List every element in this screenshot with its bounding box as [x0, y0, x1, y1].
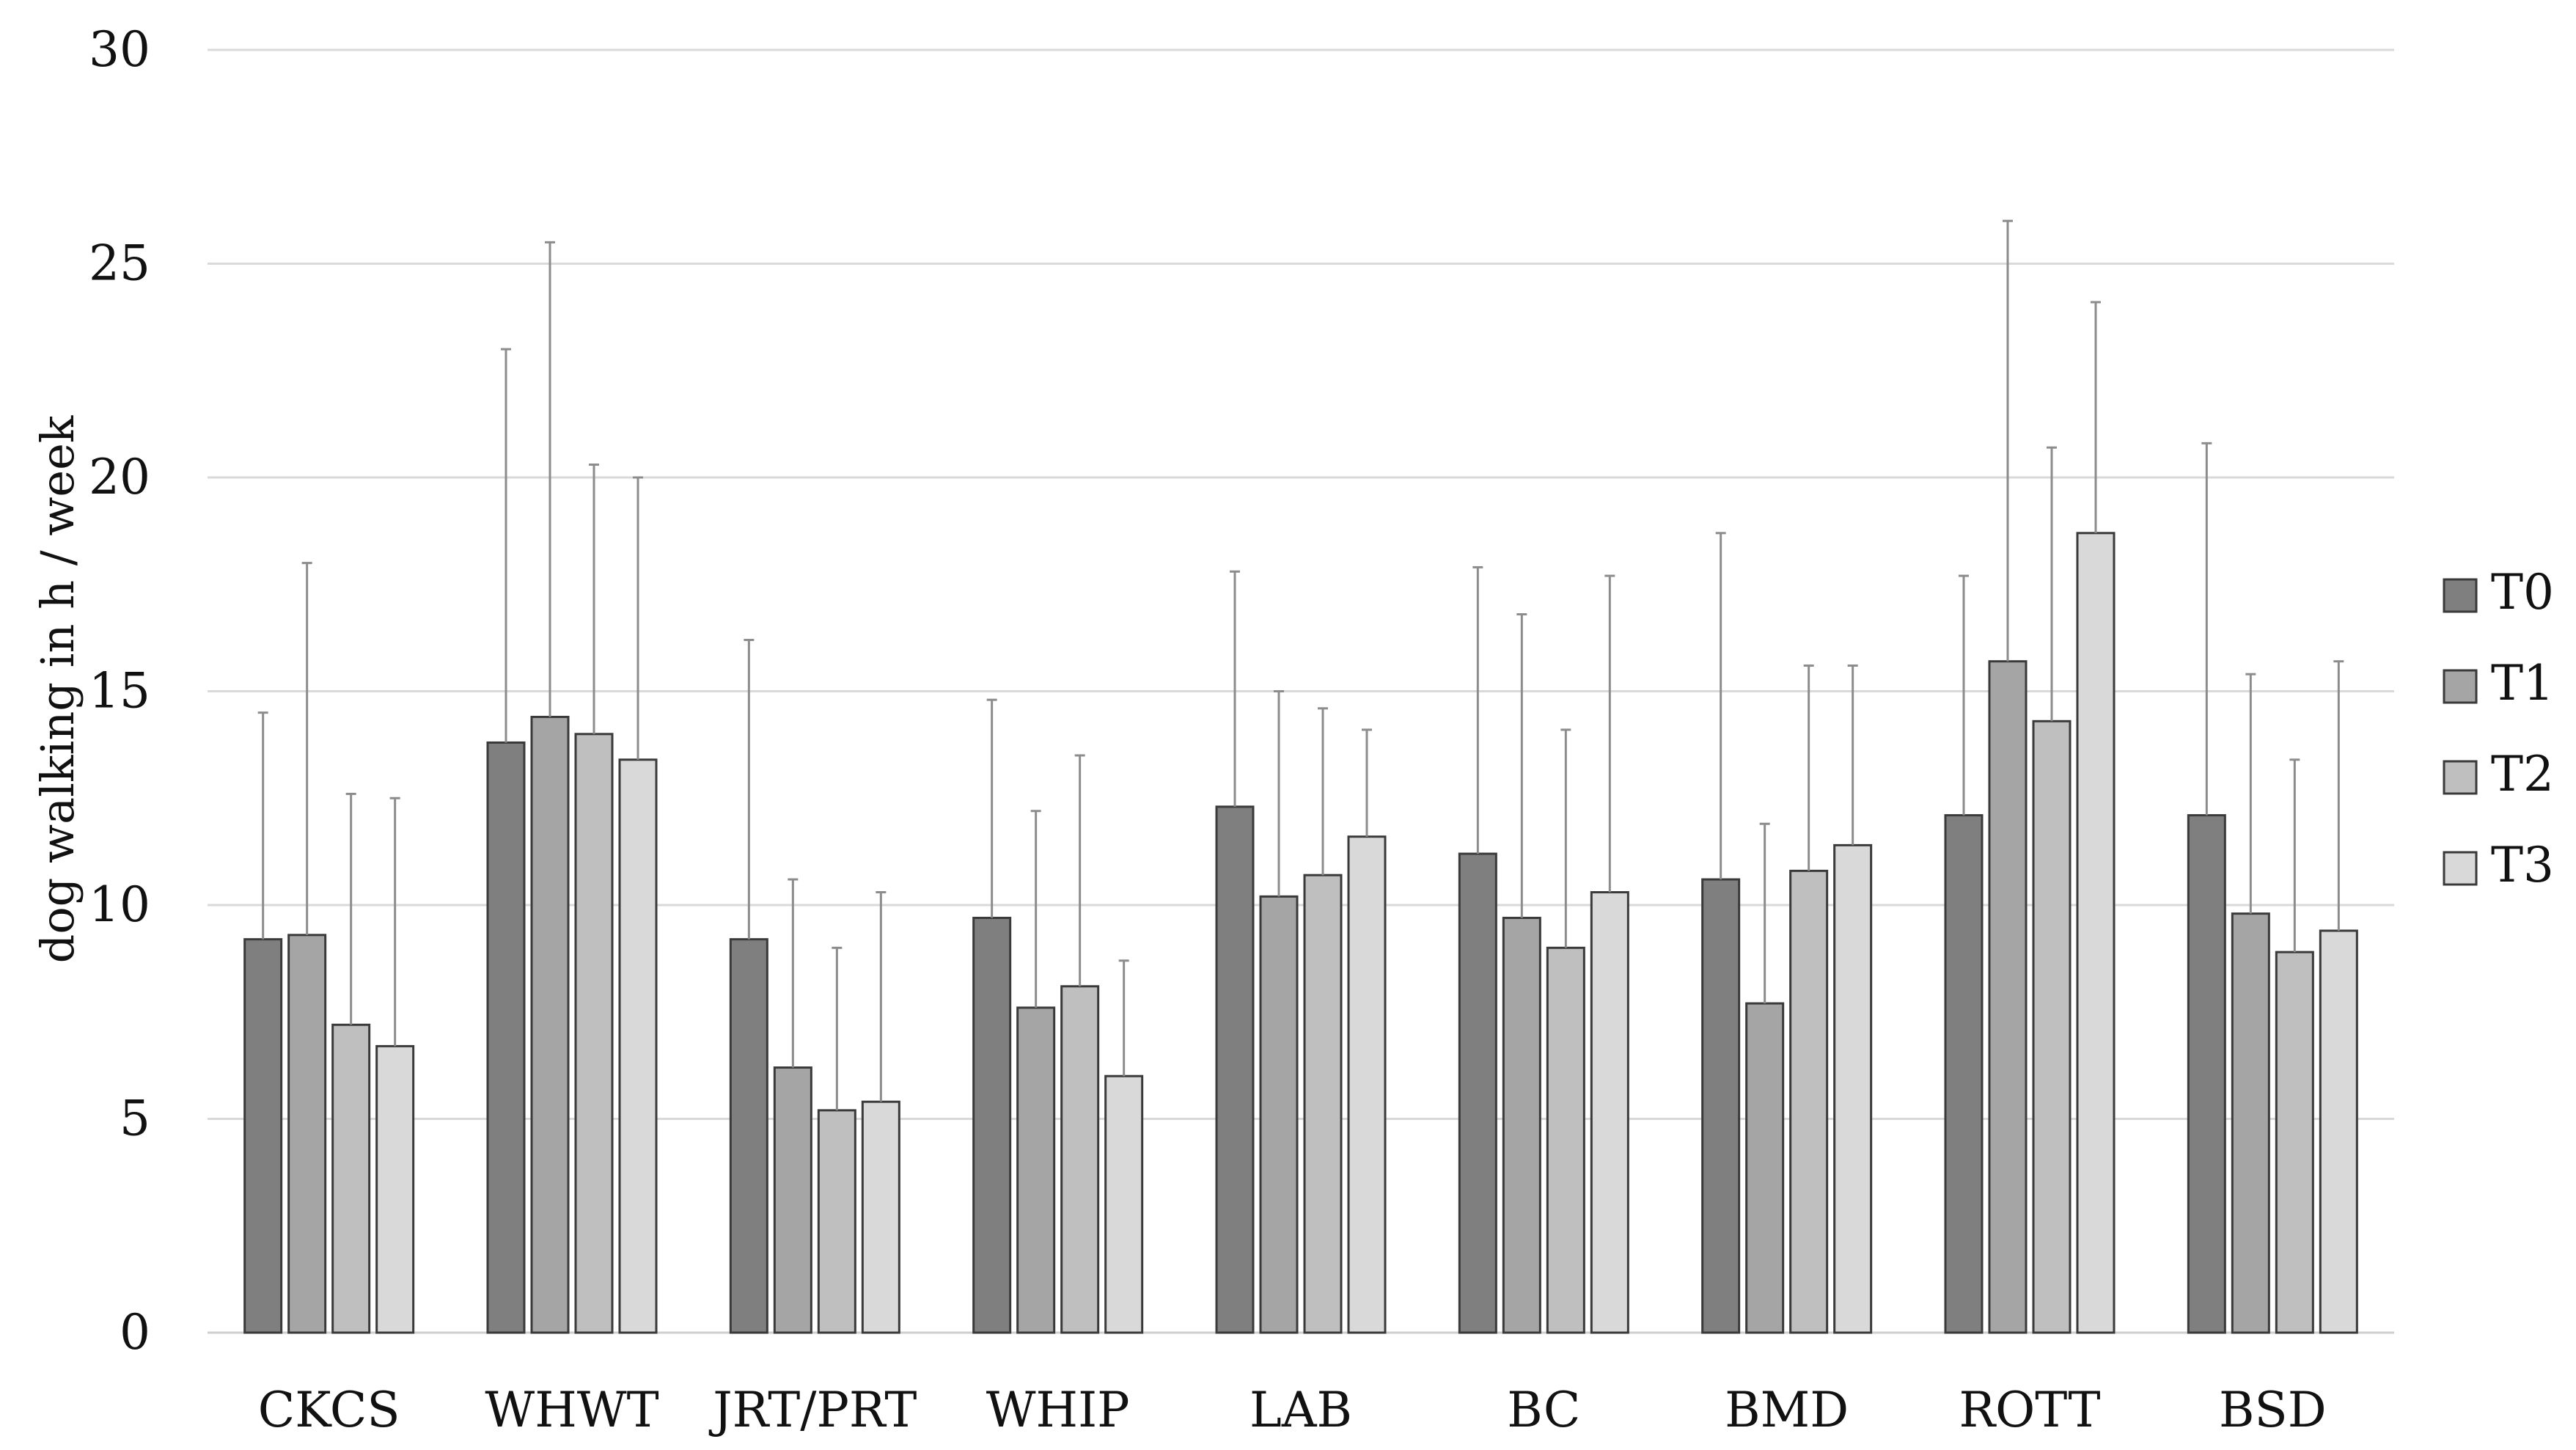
- x-category-label: WHWT: [485, 1382, 658, 1438]
- bar-t0-whwt: [486, 741, 526, 1334]
- legend-swatch-t3: [2443, 851, 2478, 886]
- bar-t2-lab: [1303, 874, 1343, 1334]
- bar-t2-ckcs: [331, 1023, 371, 1334]
- bar-t3-bmd: [1833, 843, 1873, 1334]
- legend-label: T0: [2491, 564, 2554, 620]
- x-category-label: ROTT: [1959, 1382, 2100, 1438]
- x-category-label: WHIP: [986, 1382, 1130, 1438]
- x-axis-categories: CKCS WHWT JRT/PRT WHIP LAB BC BMD ROTT BSD: [258, 1382, 2327, 1438]
- bar-t1-bc: [1502, 916, 1541, 1334]
- bar-t2-bc: [1546, 946, 1585, 1334]
- y-tick-label: 25: [89, 235, 150, 292]
- y-tick-label: 5: [120, 1091, 150, 1147]
- legend-swatch-t1: [2443, 669, 2478, 704]
- legend-label: T1: [2491, 655, 2554, 711]
- x-category-label: BMD: [1725, 1382, 1849, 1438]
- legend-swatch-t0: [2443, 578, 2478, 613]
- bar-t0-bmd: [1701, 878, 1741, 1334]
- y-tick-label: 30: [89, 21, 150, 78]
- bar-t1-lab: [1259, 895, 1299, 1334]
- bar-t2-whip: [1060, 985, 1100, 1334]
- legend-swatch-t2: [2443, 760, 2478, 795]
- error-bars: [257, 219, 2344, 1110]
- bar-t2-bsd: [2275, 951, 2314, 1334]
- bar-t2-rott: [2032, 719, 2072, 1334]
- bar-t3-bc: [1590, 891, 1629, 1334]
- bars: [243, 532, 2358, 1334]
- y-axis-label: dog walking in h / week: [31, 415, 84, 963]
- bar-t0-lab: [1215, 805, 1255, 1334]
- x-category-label: LAB: [1250, 1382, 1352, 1438]
- y-tick-label: 10: [89, 876, 150, 933]
- bar-t0-whip: [972, 916, 1012, 1334]
- bar-t3-jrt-prt: [861, 1100, 900, 1334]
- y-tick-label: 15: [89, 663, 150, 719]
- bar-t0-jrt-prt: [729, 938, 768, 1334]
- bar-t2-bmd: [1789, 869, 1829, 1334]
- bar-t2-whwt: [574, 733, 614, 1334]
- y-tick-label: 20: [89, 449, 150, 505]
- bar-t3-lab: [1347, 835, 1387, 1334]
- gridlines: [208, 48, 2394, 1334]
- x-category-label: JRT/PRT: [708, 1382, 917, 1438]
- legend-label: T3: [2491, 837, 2554, 893]
- bar-t3-whwt: [618, 758, 658, 1334]
- bar-t1-rott: [1988, 660, 2028, 1334]
- bar-t1-ckcs: [287, 934, 327, 1334]
- x-category-label: BSD: [2219, 1382, 2327, 1438]
- y-tick-label: 0: [120, 1304, 150, 1361]
- bar-t3-ckcs: [375, 1044, 415, 1334]
- y-axis-ticks: 0 5 10 15 20 25 30: [89, 21, 150, 1361]
- bar-t1-whwt: [530, 715, 570, 1334]
- bar-t0-rott: [1944, 814, 1984, 1334]
- bar-t1-jrt-prt: [773, 1066, 812, 1334]
- bar-t0-bc: [1458, 852, 1497, 1334]
- bar-t0-bsd: [2187, 814, 2226, 1334]
- bar-t3-bsd: [2319, 929, 2358, 1334]
- legend: T0 T1 T2 T3: [2443, 564, 2554, 893]
- bar-t1-bsd: [2231, 912, 2270, 1334]
- x-category-label: CKCS: [258, 1382, 400, 1438]
- bar-t1-bmd: [1745, 1002, 1785, 1334]
- x-category-label: BC: [1507, 1382, 1580, 1438]
- bar-t1-whip: [1016, 1006, 1056, 1334]
- bar-t3-rott: [2076, 532, 2116, 1334]
- bar-t0-ckcs: [243, 938, 283, 1334]
- legend-label: T2: [2491, 746, 2554, 802]
- bar-t3-whip: [1104, 1074, 1144, 1334]
- bar-t2-jrt-prt: [817, 1109, 856, 1334]
